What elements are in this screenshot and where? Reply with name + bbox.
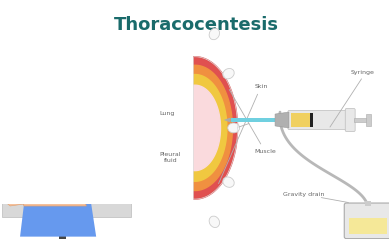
Ellipse shape [223, 177, 234, 187]
Text: Skin: Skin [219, 84, 268, 184]
Text: Muscle: Muscle [229, 90, 276, 154]
Ellipse shape [209, 28, 220, 40]
Polygon shape [224, 118, 231, 122]
Bar [59, 217, 66, 239]
Polygon shape [275, 112, 289, 128]
Text: Syringe: Syringe [351, 70, 375, 75]
Polygon shape [158, 65, 232, 191]
Polygon shape [74, 103, 89, 118]
Ellipse shape [223, 68, 234, 79]
Bar [291, 113, 310, 127]
Ellipse shape [228, 123, 240, 133]
FancyBboxPatch shape [344, 203, 391, 239]
Polygon shape [163, 75, 191, 181]
Bar [2, 203, 131, 217]
Bar [354, 118, 368, 122]
FancyBboxPatch shape [345, 109, 355, 131]
Text: Pleural
fluid: Pleural fluid [160, 152, 181, 163]
Bar [349, 218, 387, 234]
Text: Thoracocentesis: Thoracocentesis [113, 16, 278, 34]
Bar [365, 201, 371, 206]
Polygon shape [152, 57, 237, 199]
Ellipse shape [209, 216, 220, 228]
Polygon shape [17, 105, 91, 206]
Text: Rib: Rib [239, 118, 264, 127]
Polygon shape [163, 75, 227, 181]
Polygon shape [7, 158, 64, 202]
Polygon shape [20, 204, 96, 237]
Text: Gravity drain: Gravity drain [283, 192, 325, 197]
Ellipse shape [66, 84, 72, 93]
Text: Lung: Lung [160, 111, 175, 116]
Ellipse shape [68, 73, 95, 103]
Polygon shape [170, 85, 221, 171]
Bar [231, 118, 275, 122]
FancyBboxPatch shape [288, 111, 349, 129]
Bar [366, 114, 371, 126]
Polygon shape [4, 197, 24, 206]
Bar [2, 52, 193, 204]
Bar [310, 113, 313, 127]
